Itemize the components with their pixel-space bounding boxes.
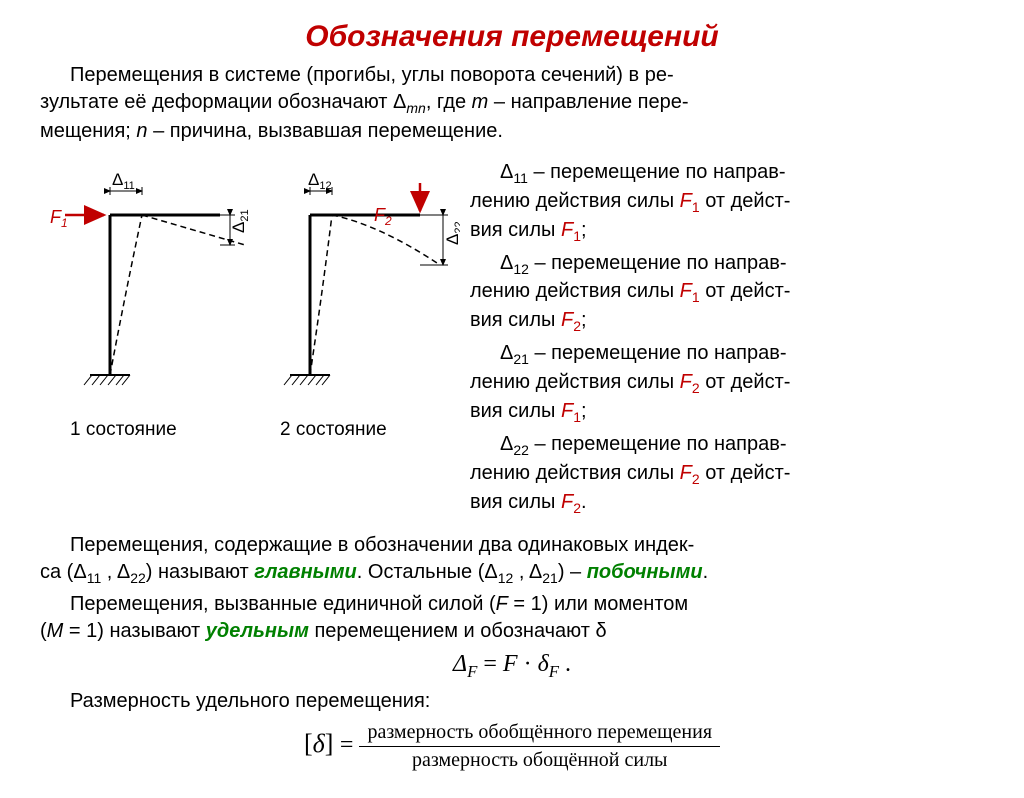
f1-label: F1 [50, 207, 68, 230]
d11-label: Δ11 [112, 170, 135, 192]
definitions: Δ11 – перемещение по направ- лению дейст… [470, 155, 984, 522]
d21-label: Δ21 [229, 209, 251, 233]
intro-l2c: – направление пере- [488, 91, 688, 113]
dimension-formula: [δ] = размерность обобщённого перемещени… [40, 721, 984, 772]
intro-l1: Перемещения в системе (прогибы, углы пов… [70, 64, 674, 86]
intro-l3b: – причина, вызвавшая перемещение. [148, 120, 503, 142]
page-title: Обозначения перемещений [40, 20, 984, 54]
caption-2: 2 состояние [270, 419, 387, 441]
formula-delta: ΔF = F · δF . [40, 651, 984, 682]
paragraph-main-side: Перемещения, содержащие в обозначении дв… [40, 532, 984, 588]
paragraph-unit: Перемещения, вызванные единичной силой (… [40, 591, 984, 645]
f2-label: F2 [374, 205, 392, 228]
intro-l2b: , где [426, 91, 472, 113]
def-d21: Δ21 – перемещение по направ- лению дейст… [470, 340, 984, 427]
diagram-captions: 1 состояние 2 состояние [40, 419, 460, 441]
intro-n: n [136, 120, 147, 142]
d22-label: Δ22 [443, 221, 460, 245]
intro-paragraph: Перемещения в системе (прогибы, углы пов… [40, 62, 984, 145]
intro-l3a: мещения; [40, 120, 136, 142]
def-d22: Δ22 – перемещение по направ- лению дейст… [470, 431, 984, 518]
def-d12: Δ12 – перемещение по направ- лению дейст… [470, 250, 984, 337]
fraction-bottom: размерность обощённой силы [359, 747, 720, 772]
intro-mn: mn [406, 91, 425, 113]
intro-m: m [472, 91, 489, 113]
frame-diagrams: F1 Δ11 Δ21 [40, 155, 460, 415]
d12-label: Δ12 [308, 170, 332, 192]
intro-l2a: зультате её деформации обозначают Δ [40, 91, 406, 113]
dimension-label: Размерность удельного перемещения: [40, 688, 984, 715]
def-d11: Δ11 – перемещение по направ- лению дейст… [470, 159, 984, 246]
diagram-area: F1 Δ11 Δ21 [40, 155, 470, 441]
caption-1: 1 состояние [40, 419, 270, 441]
fraction-top: размерность обобщённого перемещения [359, 721, 720, 747]
